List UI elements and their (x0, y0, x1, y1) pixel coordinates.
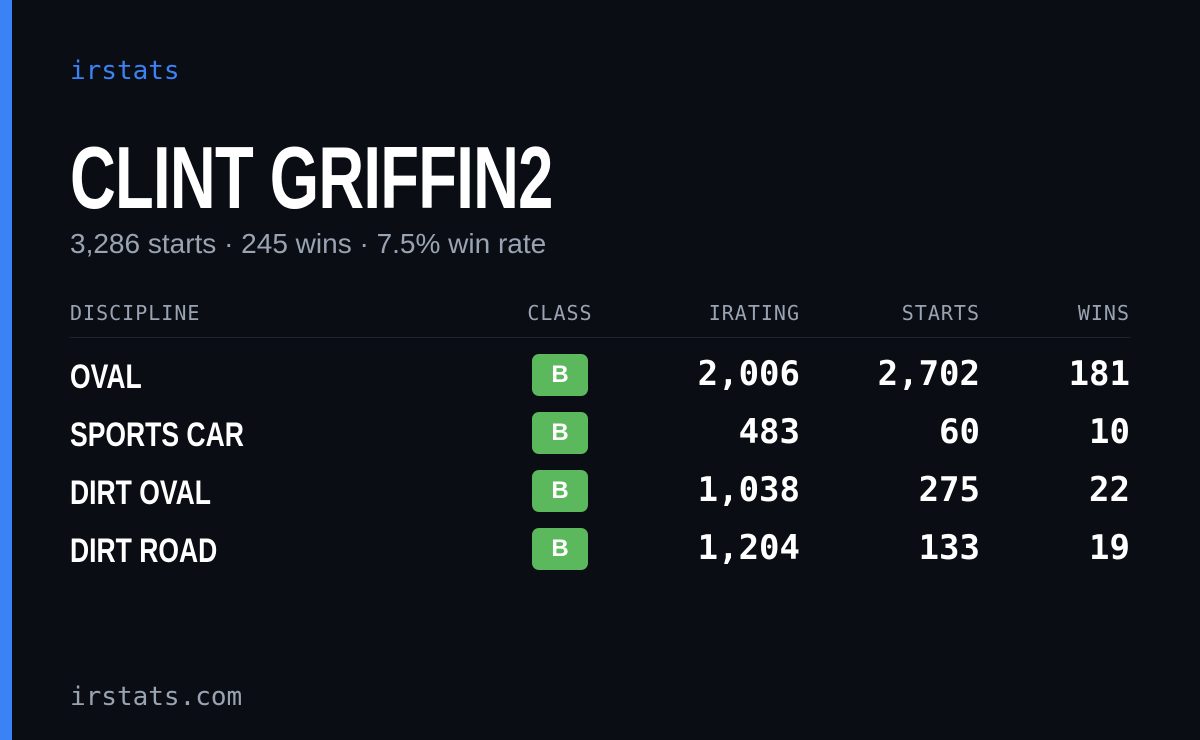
stat-value: 181 (1068, 354, 1130, 394)
class-badge: B (532, 470, 588, 512)
stat-value: 133 (918, 528, 980, 568)
footer: irstats.com (70, 682, 243, 712)
stat-value: 1,204 (697, 528, 800, 568)
stat-value: 483 (738, 412, 800, 452)
discipline: OVAL (70, 358, 142, 396)
stat-value: 1,038 (697, 470, 800, 510)
class-badge: B (532, 412, 588, 454)
column-header: CLASS (527, 301, 593, 325)
header-rule (70, 337, 1130, 338)
stat-value: 19 (1089, 528, 1130, 568)
column-header: STARTS (901, 301, 980, 325)
stat-value: 10 (1089, 412, 1130, 452)
accent-bar (0, 0, 12, 740)
stat-value: 275 (918, 470, 980, 510)
column-header: DISCIPLINE (70, 301, 201, 325)
stat-value: 60 (939, 412, 980, 452)
subtitle: 3,286 starts · 245 wins · 7.5% win rate (70, 228, 547, 259)
class-badge: B (532, 354, 588, 396)
discipline: DIRT OVAL (70, 474, 211, 512)
stat-value: 2,702 (877, 354, 980, 394)
column-header: IRATING (708, 301, 800, 325)
title: CLINT GRIFFIN2 (70, 128, 553, 227)
discipline: DIRT ROAD (70, 532, 218, 570)
discipline: SPORTS CAR (70, 416, 244, 454)
column-header: WINS (1077, 301, 1130, 325)
stat-value: 2,006 (697, 354, 800, 394)
brand: irstats (70, 56, 180, 86)
stat-value: 22 (1089, 470, 1130, 510)
class-badge: B (532, 528, 588, 570)
